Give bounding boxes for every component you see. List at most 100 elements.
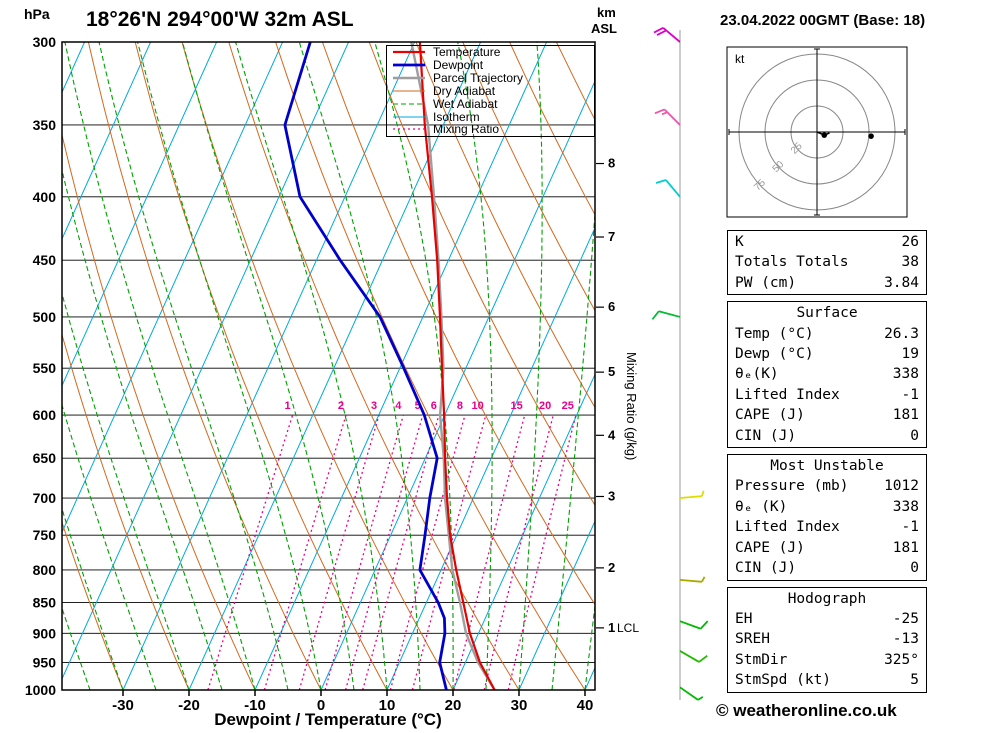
legend-label: Wet Adiabat <box>433 96 498 111</box>
isotherm-line <box>122 42 416 690</box>
legend-item: Dry Adiabat <box>391 83 594 98</box>
row-value: 338 <box>892 498 919 515</box>
legend-item: Isotherm <box>391 109 594 124</box>
row-value: 181 <box>892 407 919 424</box>
station-title: 18°26'N 294°00'W 32m ASL <box>86 8 354 31</box>
legend-label: Isotherm <box>433 109 480 124</box>
mixing-ratio-value: 5 <box>415 400 421 412</box>
row-label: Temp (°C) <box>735 325 814 342</box>
wet-adiabat-line <box>551 205 595 690</box>
legend-line-sample <box>393 90 425 92</box>
legend-label: Temperature <box>433 45 501 60</box>
table-row: Lifted Index -1 <box>728 517 926 537</box>
row-label: CAPE (J) <box>735 539 805 556</box>
row-value: 19 <box>901 346 919 363</box>
wind-barb-staff <box>658 310 681 318</box>
stats-panel: Hodograph EH -25 SREH -13 StmDir 325° StmSpd (k… <box>727 586 927 693</box>
isotherm-line <box>386 226 595 690</box>
hodograph-unit-label: kt <box>735 52 745 66</box>
mixing-ratio-value: 2 <box>338 400 344 412</box>
pressure-tick-label: 900 <box>33 625 57 641</box>
x-tick-label: 10 <box>379 697 396 714</box>
row-value: -25 <box>892 610 919 627</box>
dry-adiabat-line <box>134 42 388 690</box>
row-label: Pressure (mb) <box>735 478 849 495</box>
legend-label: Dewpoint <box>433 58 484 73</box>
legend-item: Mixing Ratio <box>391 122 594 136</box>
wet-adiabat-line <box>298 42 421 690</box>
table-row: StmDir 325° <box>728 650 926 670</box>
mixing-ratio-value: 15 <box>510 400 522 412</box>
dry-adiabat-line <box>87 42 322 690</box>
legend-item: Wet Adiabat <box>391 96 594 111</box>
legend-item: Parcel Trajectory <box>391 71 594 85</box>
dry-adiabat-line <box>62 520 124 690</box>
dry-adiabat-line <box>62 132 256 690</box>
x-tick-label: 30 <box>511 697 528 714</box>
table-row: θₑ (K) 338 <box>728 497 926 517</box>
x-tick-label: -20 <box>178 697 200 714</box>
wet-adiabat-line <box>235 42 388 690</box>
table-row: PW (cm) 3.84 <box>728 273 926 293</box>
legend-line-sample <box>393 128 425 131</box>
dry-adiabat-line <box>415 42 595 409</box>
isotherm-line <box>62 42 350 681</box>
wet-adiabat-line <box>374 42 454 690</box>
series-dewpoint <box>283 42 448 690</box>
wind-barb <box>679 620 709 630</box>
row-value: 26 <box>901 234 919 250</box>
x-tick-label: -10 <box>244 697 266 714</box>
km-tick-label: 3 <box>608 488 615 503</box>
wind-barb-staff <box>679 620 701 630</box>
wind-barb <box>651 310 681 320</box>
pressure-tick-label: 950 <box>33 654 57 670</box>
pressure-tick-label: 850 <box>33 595 57 611</box>
row-label: EH <box>735 610 753 627</box>
mixing-ratio-line <box>411 414 487 690</box>
km-tick-label: 1 <box>608 620 615 635</box>
wind-barb-staff <box>679 579 702 583</box>
wet-adiabat-line <box>62 403 157 690</box>
row-label: CAPE (J) <box>735 407 805 424</box>
legend-label: Dry Adiabat <box>433 83 496 98</box>
row-value: -1 <box>901 519 919 536</box>
wind-barb <box>653 27 681 43</box>
row-label: Totals Totals <box>735 254 849 271</box>
row-label: Lifted Index <box>735 519 840 536</box>
pressure-tick-label: 750 <box>33 527 57 543</box>
wind-barb-feather <box>701 490 705 497</box>
hodograph-point <box>868 133 874 139</box>
legend-line-sample <box>393 116 425 118</box>
wet-adiabat-line <box>181 42 355 690</box>
footer-credit: © weatheronline.co.uk <box>716 701 897 720</box>
wind-barb <box>654 108 681 126</box>
row-value: 338 <box>892 366 919 383</box>
wind-barb <box>679 576 706 583</box>
lcl-label: LCL <box>617 621 639 635</box>
wind-barb-feather <box>701 576 706 583</box>
wet-adiabat-line <box>64 42 256 690</box>
hodograph-box <box>726 46 908 218</box>
wet-adiabat-line <box>584 600 595 690</box>
row-label: SREH <box>735 631 770 648</box>
pressure-tick-label: 650 <box>33 450 57 466</box>
wind-barb-feather <box>654 108 665 115</box>
table-row: Temp (°C) 26.3 <box>728 324 926 344</box>
pressure-tick-label: 300 <box>33 34 57 50</box>
mixing-ratio-line <box>453 414 526 690</box>
dry-adiabat-line <box>275 42 586 690</box>
x-tick-label: -30 <box>112 697 134 714</box>
table-row: SREH -13 <box>728 629 926 649</box>
table-row: CAPE (J) 181 <box>728 538 926 558</box>
wind-barb <box>679 650 708 663</box>
series-temperature <box>418 42 496 690</box>
stats-panel: Surface Temp (°C) 26.3 Dewp (°C) 19 θₑ(K) 338 L… <box>727 301 927 449</box>
wind-barb-staff <box>679 495 702 499</box>
date-title: 23.04.2022 00GMT (Base: 18) <box>720 12 926 29</box>
row-value: 0 <box>910 427 919 444</box>
table-row: StmSpd (kt) 5 <box>728 670 926 690</box>
wind-barb-feather <box>653 27 664 34</box>
mixing-ratio-value: 3 <box>371 400 377 412</box>
km-tick-label: 5 <box>608 364 615 379</box>
panel-header: Surface <box>796 305 858 322</box>
